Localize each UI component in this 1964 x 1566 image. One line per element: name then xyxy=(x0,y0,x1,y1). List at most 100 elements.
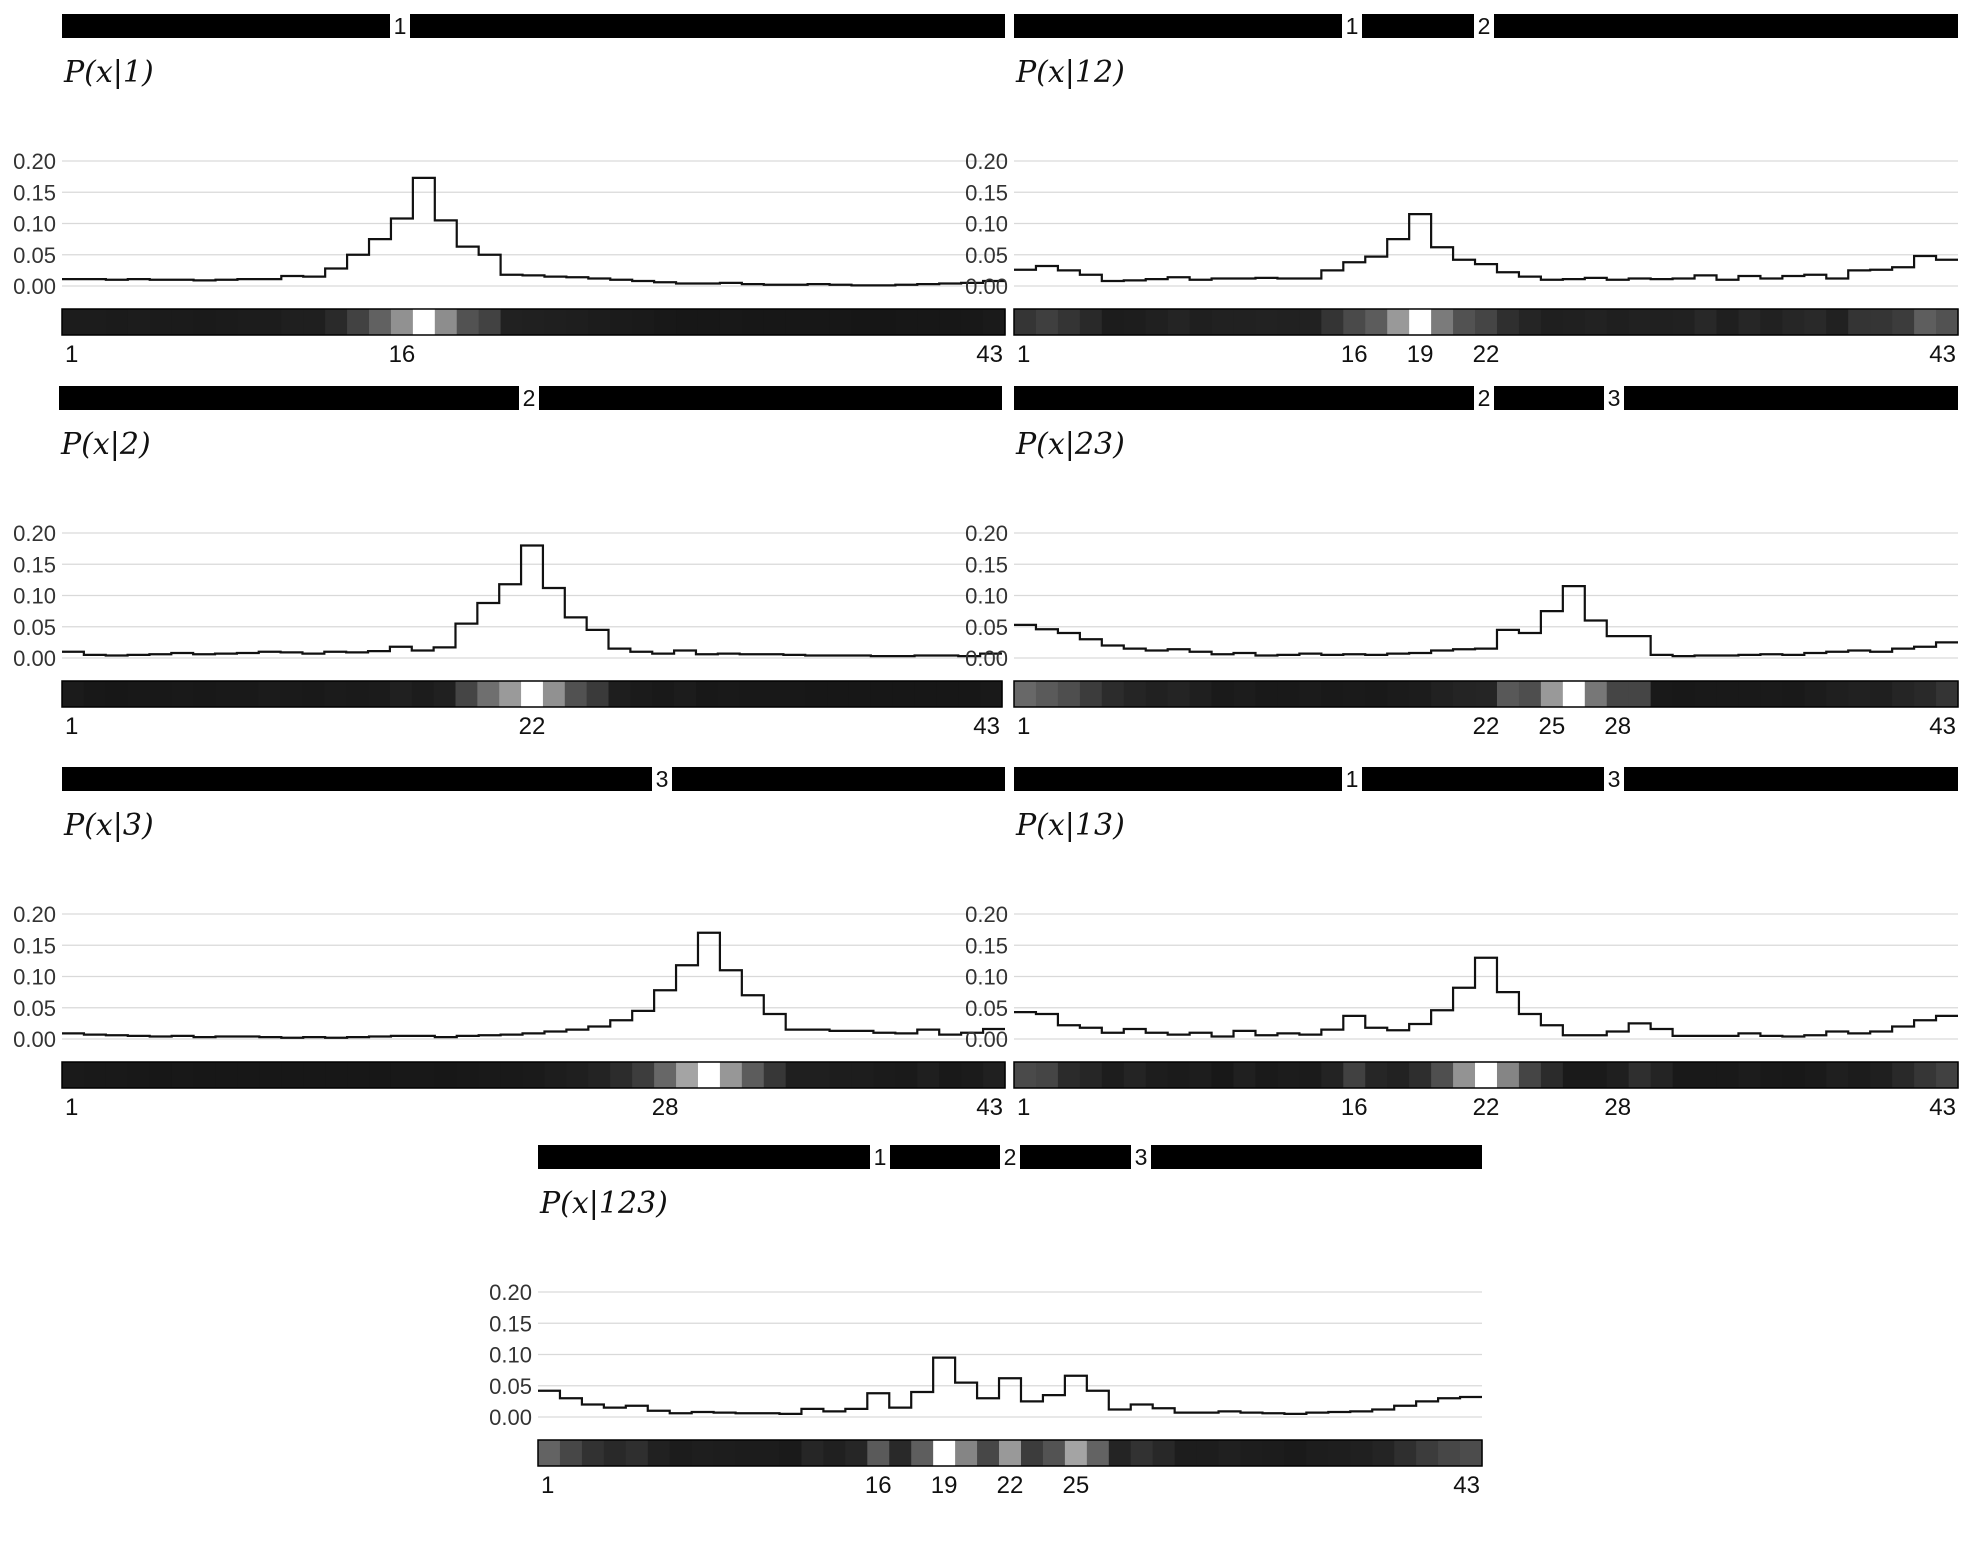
histogram-step-line xyxy=(1014,956,1958,1038)
heatmap-cell xyxy=(807,1062,831,1088)
heatmap-cell xyxy=(1233,309,1257,335)
heatmap-cell xyxy=(1650,1062,1674,1088)
heatmap-cell xyxy=(434,309,458,335)
heatmap-cell xyxy=(1892,309,1915,335)
position-bar-segment xyxy=(1624,386,1958,410)
heatmap-cell xyxy=(1914,309,1937,335)
y-tick-label: 0.05 xyxy=(13,615,56,640)
x-tick-label: 25 xyxy=(1063,1472,1090,1499)
heatmap-cell xyxy=(258,681,282,707)
heatmap-cell xyxy=(1152,1440,1176,1466)
heatmap-cell xyxy=(237,309,260,335)
heatmap-cell xyxy=(1475,309,1498,335)
heatmap-cell xyxy=(895,1062,918,1088)
heatmap-cell xyxy=(632,309,655,335)
heatmap-cell xyxy=(654,1062,677,1088)
chart-title: P(x|13) xyxy=(1015,808,1125,843)
heatmap-cell xyxy=(62,681,85,707)
heatmap-cell xyxy=(1496,1062,1520,1088)
heatmap-cell xyxy=(1167,1062,1191,1088)
heatmap-cell xyxy=(1035,1062,1059,1088)
y-tick-label: 0.15 xyxy=(489,1311,532,1336)
heatmap-cell xyxy=(1694,681,1718,707)
heatmap-cell xyxy=(1409,309,1432,335)
heatmap-cell xyxy=(1650,309,1674,335)
heatmap-cell xyxy=(1738,1062,1762,1088)
heatmap-cell xyxy=(719,309,743,335)
y-tick-label: 0.05 xyxy=(965,615,1008,640)
heatmap-cell xyxy=(867,1440,890,1466)
heatmap-cell xyxy=(1299,681,1322,707)
heatmap-cell xyxy=(1760,681,1783,707)
heatmap-cell xyxy=(1321,681,1344,707)
heatmap-cell xyxy=(499,681,522,707)
position-bar-segment xyxy=(1014,767,1342,791)
x-tick-label: 1 xyxy=(541,1472,554,1499)
x-tick-label: 28 xyxy=(652,1094,679,1121)
heatmap-cell xyxy=(801,1440,824,1466)
heatmap-cell xyxy=(845,1440,868,1466)
position-bar-segment xyxy=(538,1145,870,1169)
x-tick-label: 22 xyxy=(519,713,546,740)
heatmap-cell xyxy=(127,681,151,707)
heatmap-cell xyxy=(917,309,940,335)
heatmap-cell xyxy=(347,309,370,335)
chart-title: P(x|12) xyxy=(1015,55,1125,90)
x-tick-label: 1 xyxy=(1017,713,1030,740)
y-tick-label: 0.10 xyxy=(13,212,56,237)
position-bar-segment xyxy=(62,14,390,38)
heatmap-cell xyxy=(62,309,85,335)
heatmap-cell xyxy=(870,681,894,707)
heatmap-cell xyxy=(544,1062,567,1088)
heatmap-cell xyxy=(1804,1062,1827,1088)
heatmap-cell xyxy=(477,681,500,707)
heatmap-cell xyxy=(456,309,480,335)
x-tick-label: 28 xyxy=(1604,713,1631,740)
heatmap-cell xyxy=(390,1062,414,1088)
x-tick-label: 1 xyxy=(1017,1094,1030,1121)
heatmap-cell xyxy=(1101,309,1125,335)
heatmap-cell xyxy=(171,681,194,707)
heatmap-cell xyxy=(1306,1440,1329,1466)
x-tick-label: 19 xyxy=(1407,341,1434,368)
heatmap-cell xyxy=(1343,309,1366,335)
heatmap-cell xyxy=(1372,1440,1395,1466)
heatmap-cell xyxy=(1540,1062,1564,1088)
heatmap-cell xyxy=(1387,681,1410,707)
heatmap-cell xyxy=(171,309,195,335)
x-tick-label: 43 xyxy=(1929,341,1956,368)
histogram-step-line xyxy=(62,176,1005,287)
chart-title: P(x|3) xyxy=(63,808,154,843)
heatmap-cell xyxy=(873,309,896,335)
y-tick-label: 0.00 xyxy=(489,1405,532,1430)
position-marker-label: 2 xyxy=(1004,1144,1017,1170)
heatmap-cell xyxy=(783,681,806,707)
heatmap-cell xyxy=(1123,1062,1147,1088)
heatmap-cell xyxy=(522,309,546,335)
heatmap-cell xyxy=(1606,681,1630,707)
heatmap-cell xyxy=(713,1440,737,1466)
heatmap-cell xyxy=(1020,1440,1044,1466)
heatmap-border xyxy=(1013,308,1959,336)
heatmap-cell xyxy=(433,681,457,707)
heatmap-cell xyxy=(1299,309,1322,335)
heatmap-cell xyxy=(1870,1062,1893,1088)
heatmap-cell xyxy=(654,309,677,335)
y-tick-label: 0.15 xyxy=(965,552,1008,577)
x-tick-label: 22 xyxy=(1473,713,1500,740)
heatmap-cell xyxy=(215,681,238,707)
heatmap-cell xyxy=(1431,1062,1454,1088)
y-tick-label: 0.05 xyxy=(965,243,1008,268)
heatmap-cell xyxy=(1628,1062,1652,1088)
heatmap-cell xyxy=(1936,1062,1959,1088)
heatmap-cell xyxy=(325,1062,348,1088)
y-tick-label: 0.20 xyxy=(13,149,56,174)
histogram-step-line xyxy=(1014,213,1958,283)
heatmap-cell xyxy=(735,1440,759,1466)
heatmap-cell xyxy=(741,309,765,335)
heatmap-cell xyxy=(105,1062,129,1088)
heatmap-cell xyxy=(1086,1440,1110,1466)
heatmap-cell xyxy=(1240,1440,1264,1466)
heatmap-cell xyxy=(676,1062,699,1088)
